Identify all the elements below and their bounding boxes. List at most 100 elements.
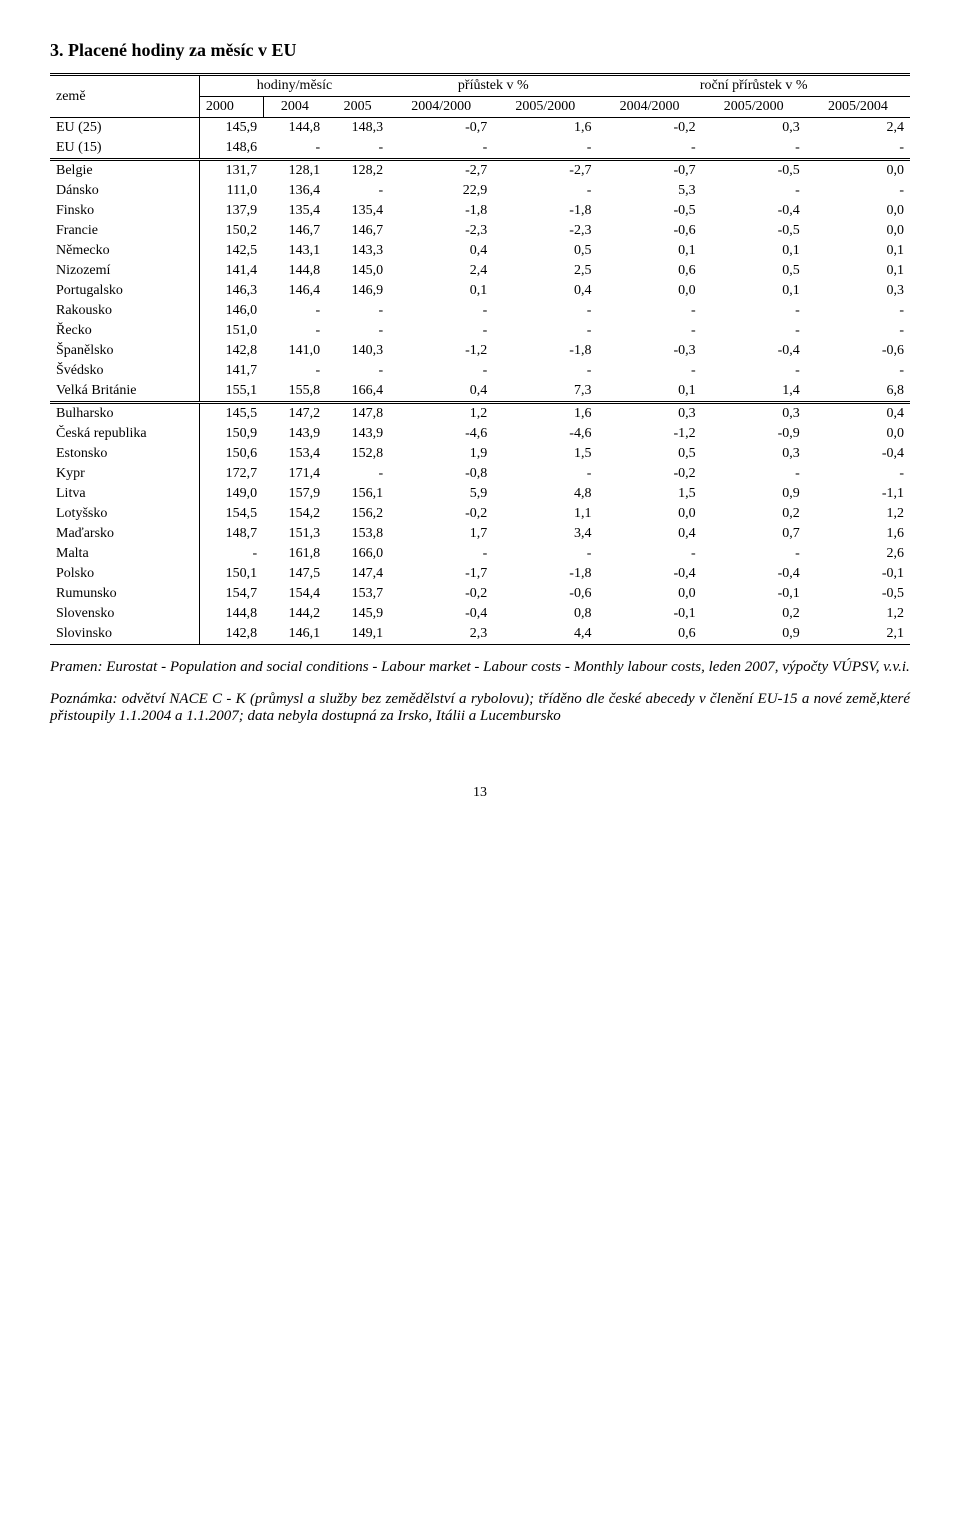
cell-value: 146,7 — [263, 221, 326, 241]
cell-value: -2,3 — [389, 221, 493, 241]
cell-value: 6,8 — [806, 381, 910, 403]
cell-value: 0,5 — [702, 261, 806, 281]
cell-value: 136,4 — [263, 181, 326, 201]
cell-value: -0,2 — [597, 118, 701, 139]
cell-value: 154,2 — [263, 504, 326, 524]
cell-value: - — [702, 181, 806, 201]
cell-value: 144,8 — [263, 118, 326, 139]
cell-value: 141,7 — [199, 361, 263, 381]
cell-value: 0,2 — [702, 604, 806, 624]
cell-value: 5,9 — [389, 484, 493, 504]
cell-value: - — [326, 361, 389, 381]
cell-country: Francie — [50, 221, 199, 241]
cell-value: 1,6 — [806, 524, 910, 544]
cell-value: 0,1 — [389, 281, 493, 301]
cell-value: 146,1 — [263, 624, 326, 645]
cell-value: 147,2 — [263, 403, 326, 425]
cell-value: 145,9 — [199, 118, 263, 139]
cell-value: 146,7 — [326, 221, 389, 241]
cell-value: 0,5 — [493, 241, 597, 261]
cell-value: 0,3 — [702, 444, 806, 464]
cell-value: 1,7 — [389, 524, 493, 544]
cell-value: -0,6 — [597, 221, 701, 241]
table-row: Bulharsko145,5147,2147,81,21,60,30,30,4 — [50, 403, 910, 425]
cell-value: 142,5 — [199, 241, 263, 261]
cell-value: 135,4 — [263, 201, 326, 221]
cell-value: 0,0 — [806, 201, 910, 221]
cell-value: 0,0 — [597, 504, 701, 524]
cell-value: - — [389, 138, 493, 160]
cell-value: 153,8 — [326, 524, 389, 544]
cell-value: - — [806, 321, 910, 341]
table-row: Německo142,5143,1143,30,40,50,10,10,1 — [50, 241, 910, 261]
cell-country: Španělsko — [50, 341, 199, 361]
cell-value: -0,1 — [702, 584, 806, 604]
cell-value: 145,0 — [326, 261, 389, 281]
cell-value: 154,7 — [199, 584, 263, 604]
cell-value: 0,1 — [597, 241, 701, 261]
cell-value: 143,9 — [326, 424, 389, 444]
cell-country: Estonsko — [50, 444, 199, 464]
cell-value: -1,8 — [493, 564, 597, 584]
cell-value: 0,0 — [806, 160, 910, 182]
col-subheader: 2005 — [326, 97, 389, 118]
cell-value: - — [389, 321, 493, 341]
cell-value: 1,1 — [493, 504, 597, 524]
cell-value: 2,3 — [389, 624, 493, 645]
cell-value: 111,0 — [199, 181, 263, 201]
cell-value: -2,7 — [389, 160, 493, 182]
cell-value: - — [702, 301, 806, 321]
cell-value: 0,6 — [597, 261, 701, 281]
cell-value: 2,6 — [806, 544, 910, 564]
cell-value: 2,5 — [493, 261, 597, 281]
cell-value: 1,2 — [389, 403, 493, 425]
cell-country: Velká Británie — [50, 381, 199, 403]
cell-value: -0,7 — [389, 118, 493, 139]
cell-value: - — [597, 361, 701, 381]
table-row: Velká Británie155,1155,8166,40,47,30,11,… — [50, 381, 910, 403]
cell-value: -0,8 — [389, 464, 493, 484]
table-row: Švédsko141,7------- — [50, 361, 910, 381]
cell-value: -0,4 — [702, 341, 806, 361]
cell-value: 150,9 — [199, 424, 263, 444]
cell-value: 0,3 — [702, 118, 806, 139]
cell-value: 149,1 — [326, 624, 389, 645]
cell-country: Malta — [50, 544, 199, 564]
cell-value: -2,3 — [493, 221, 597, 241]
table-row: Slovensko144,8144,2145,9-0,40,8-0,10,21,… — [50, 604, 910, 624]
cell-country: Česká republika — [50, 424, 199, 444]
cell-value: 0,3 — [597, 403, 701, 425]
cell-value: 147,5 — [263, 564, 326, 584]
cell-value: 5,3 — [597, 181, 701, 201]
cell-value: 146,3 — [199, 281, 263, 301]
table-row: Nizozemí141,4144,8145,02,42,50,60,50,1 — [50, 261, 910, 281]
cell-value: 0,1 — [597, 381, 701, 403]
table-row: Rakousko146,0------- — [50, 301, 910, 321]
cell-value: - — [326, 181, 389, 201]
cell-country: Finsko — [50, 201, 199, 221]
cell-value: 0,1 — [702, 281, 806, 301]
cell-value: 0,7 — [702, 524, 806, 544]
cell-value: -0,9 — [702, 424, 806, 444]
cell-value: 0,4 — [493, 281, 597, 301]
cell-value: 166,0 — [326, 544, 389, 564]
cell-value: 0,4 — [389, 241, 493, 261]
cell-value: -0,1 — [806, 564, 910, 584]
table-row: EU (25)145,9144,8148,3-0,71,6-0,20,32,4 — [50, 118, 910, 139]
cell-country: Rumunsko — [50, 584, 199, 604]
cell-value: -0,6 — [493, 584, 597, 604]
cell-value: 0,9 — [702, 624, 806, 645]
cell-value: - — [806, 361, 910, 381]
cell-value: 4,8 — [493, 484, 597, 504]
page-title: 3. Placené hodiny za měsíc v EU — [50, 40, 910, 61]
cell-value: - — [389, 361, 493, 381]
cell-value: 7,3 — [493, 381, 597, 403]
table-row: Dánsko111,0136,4-22,9-5,3-- — [50, 181, 910, 201]
cell-country: EU (25) — [50, 118, 199, 139]
cell-country: Dánsko — [50, 181, 199, 201]
cell-value: 0,3 — [702, 403, 806, 425]
cell-value: 143,1 — [263, 241, 326, 261]
cell-value: - — [326, 301, 389, 321]
cell-value: 148,6 — [199, 138, 263, 160]
cell-value: - — [597, 301, 701, 321]
